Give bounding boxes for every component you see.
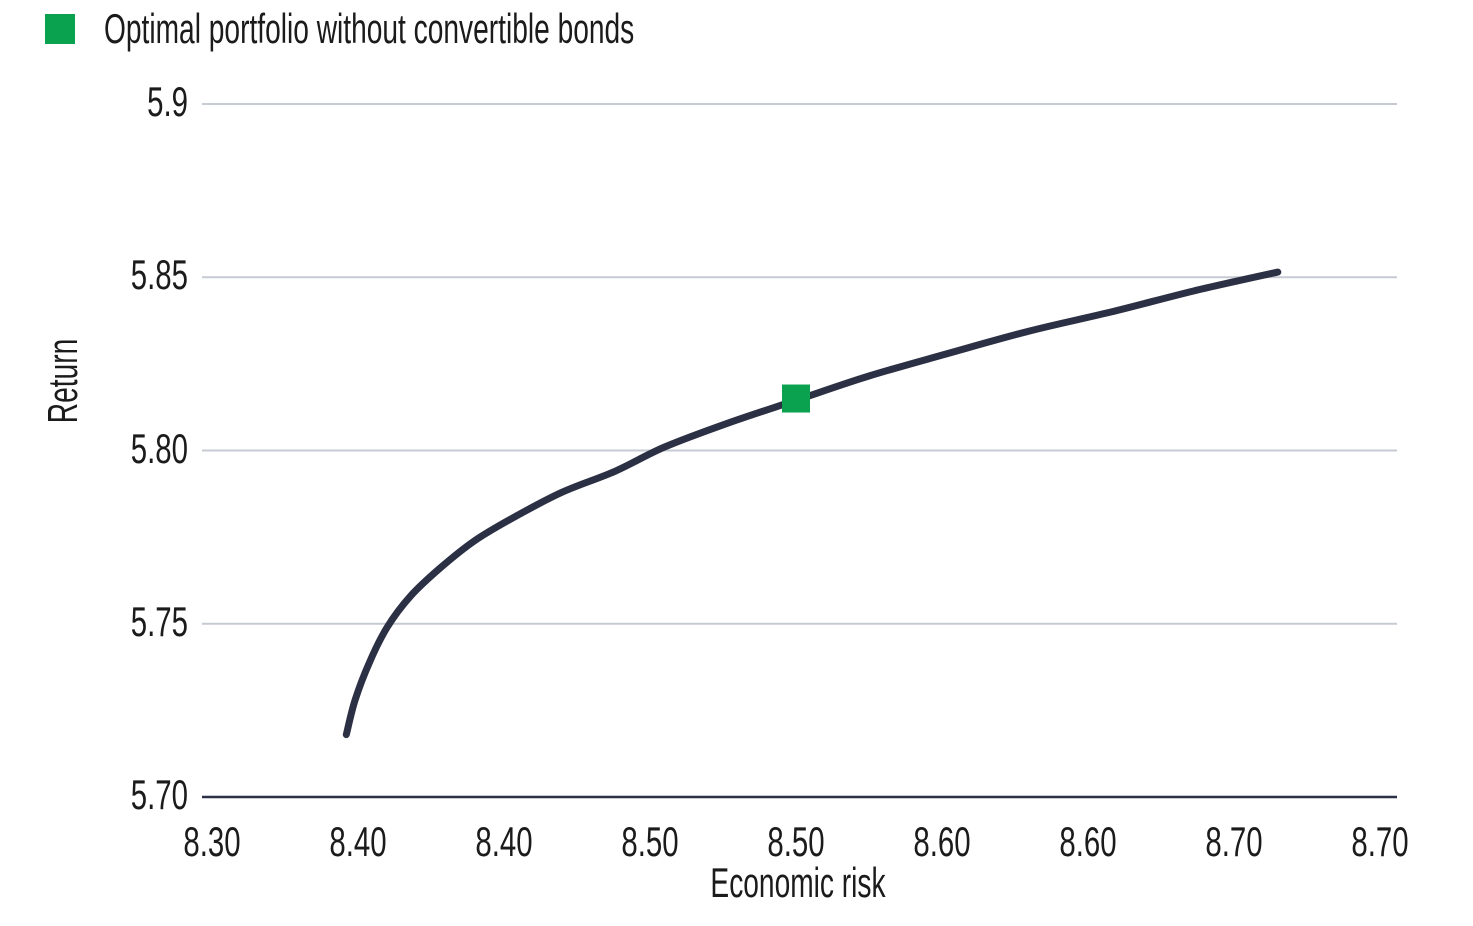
- y-tick-label: 5.9: [147, 78, 188, 125]
- x-tick-label: 8.60: [913, 818, 971, 865]
- x-tick-label: 8.40: [475, 818, 533, 865]
- y-tick-label: 5.75: [130, 597, 188, 645]
- x-axis-title: Economic risk: [710, 859, 886, 906]
- y-axis-title: Return: [39, 338, 86, 424]
- x-tick-label: 8.70: [1351, 818, 1409, 865]
- y-tick-label: 5.80: [130, 424, 188, 472]
- y-tick-label: 5.85: [130, 251, 188, 299]
- x-tick-label: 8.70: [1205, 818, 1263, 865]
- x-tick-label: 8.60: [1059, 818, 1117, 865]
- optimal-portfolio-marker: [782, 384, 810, 413]
- frontier-curve: [342, 268, 1282, 739]
- legend-label: Optimal portfolio without convertible bo…: [104, 5, 635, 52]
- x-tick-label: 8.40: [329, 818, 387, 865]
- x-tick-label: 8.50: [767, 818, 825, 865]
- x-tick-label: 8.50: [621, 818, 679, 865]
- x-tick-label: 8.30: [183, 818, 241, 865]
- y-tick-label: 5.70: [130, 771, 188, 818]
- legend-swatch-square: [45, 14, 75, 44]
